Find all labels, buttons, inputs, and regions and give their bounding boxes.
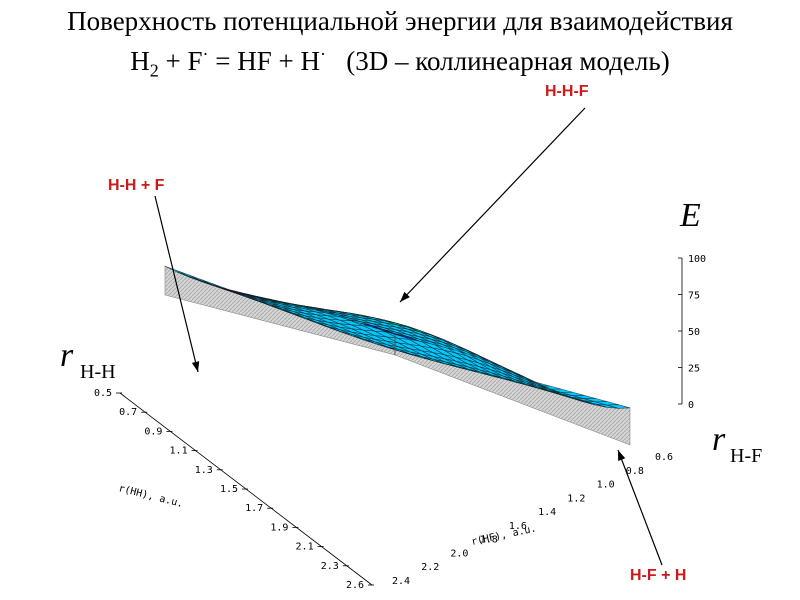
e-tick-label: 75 bbox=[688, 291, 700, 302]
arrow-to-hf-plus-h-head bbox=[618, 450, 626, 461]
rhf-tick-label: 2.4 bbox=[392, 576, 410, 587]
title-h2: H bbox=[130, 46, 150, 76]
r-hh-subscript: H-H bbox=[80, 361, 116, 383]
rhh-tick-label: 2.1 bbox=[296, 542, 314, 553]
title-plus-f: + F bbox=[158, 46, 203, 76]
label-hf-plus-h: H-F + H bbox=[630, 567, 686, 584]
rhh-tick-label: 1.1 bbox=[170, 446, 188, 457]
rhf-tick-label: 1.0 bbox=[597, 480, 615, 491]
rhh-tick-label: 1.5 bbox=[220, 484, 238, 495]
title-line-1: Поверхность потенциальной энергии для вз… bbox=[67, 6, 733, 36]
rhh-tick-label: 1.7 bbox=[245, 503, 263, 514]
energy-label: E bbox=[679, 197, 701, 234]
rhh-tick-label: 0.9 bbox=[144, 426, 162, 437]
rhf-tick-label: 1.8 bbox=[480, 535, 498, 546]
title-radical-dot-1: · bbox=[202, 44, 209, 64]
energy-surface-mesh bbox=[164, 265, 631, 409]
rhf-tick-label: 1.2 bbox=[567, 493, 585, 504]
title-radical-dot-2: · bbox=[320, 44, 327, 64]
e-tick-label: 100 bbox=[688, 254, 706, 265]
rhf-tick-label: 0.6 bbox=[655, 452, 673, 463]
r-hh-letter: r bbox=[60, 337, 74, 374]
arrow-to-hh-plus-f bbox=[154, 195, 199, 373]
title-h2-subscript: 2 bbox=[149, 60, 159, 81]
e-tick-label: 0 bbox=[688, 400, 694, 411]
r-hf-letter: r bbox=[712, 421, 726, 458]
rhh-tick-label: 0.7 bbox=[119, 407, 137, 418]
arrow-to-hhf bbox=[399, 107, 586, 303]
e-tick-label: 50 bbox=[688, 327, 700, 338]
rhh-tick-label: 2.6 bbox=[346, 580, 364, 591]
rhf-tick-label: 1.6 bbox=[509, 521, 527, 532]
r-hf-subscript: H-F bbox=[730, 445, 762, 467]
axes: 0.5 0.7 0.9 1.1 1.3 1.5 1.7 1.9 2.1 2.3 2.6 0.6 0.8 1… bbox=[94, 254, 706, 591]
title-line-2: H2 + F· = HF + H· (3D – коллинеарная мод… bbox=[0, 44, 800, 81]
rhf-tick-label: 0.8 bbox=[626, 466, 644, 477]
rhh-tick-label: 2.3 bbox=[321, 561, 339, 572]
e-tick-label: 25 bbox=[688, 364, 700, 375]
arrow-to-hhf-head bbox=[400, 291, 410, 302]
title-model-note: (3D – коллинеарная модель) bbox=[326, 46, 670, 76]
arrow-to-hf-plus-h bbox=[617, 449, 663, 566]
axis-title-rhh: r(HH), a.u. bbox=[117, 483, 184, 510]
arrow-to-hh-plus-f-head bbox=[191, 361, 200, 372]
rhh-tick-label: 0.5 bbox=[94, 388, 112, 399]
rhf-tick-label: 1.4 bbox=[538, 507, 556, 518]
rhf-tick-label: 2.2 bbox=[421, 562, 439, 573]
annotation-arrows bbox=[154, 107, 663, 566]
label-hh-plus-f: H-H + F bbox=[108, 177, 165, 194]
rhh-tick-label: 1.3 bbox=[195, 465, 213, 476]
rhf-tick-label: 2.0 bbox=[450, 548, 468, 559]
rhh-axis-line bbox=[119, 392, 373, 586]
rhh-tick-label: 1.9 bbox=[270, 522, 288, 533]
label-hhf: H-H-F bbox=[545, 83, 589, 100]
title-products: = HF + H bbox=[208, 46, 321, 76]
axis-title-rhf: r(HF), a.u. bbox=[470, 523, 537, 548]
